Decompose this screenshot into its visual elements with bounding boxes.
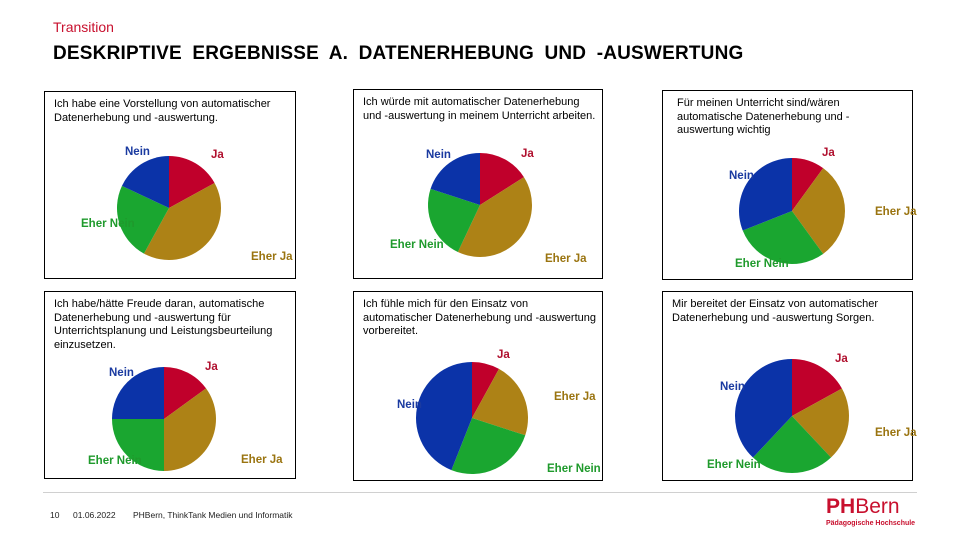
question-text: Mir bereitet der Einsatz von automatisch… bbox=[672, 298, 879, 324]
question-text: Ich habe/hätte Freude daran, automatisch… bbox=[54, 298, 273, 351]
pie-slice-nein bbox=[416, 362, 472, 471]
pie-slice-ja bbox=[792, 359, 842, 416]
footer-date: 01.06.2022 bbox=[73, 510, 116, 520]
pie-slice-eher-nein bbox=[116, 185, 169, 254]
pie-slice-nein bbox=[112, 367, 164, 419]
pie-slice-ja bbox=[169, 156, 215, 208]
pie-label-eher-ja: Eher Ja bbox=[554, 391, 596, 403]
pie-label-nein: Nein bbox=[720, 381, 745, 393]
chart-panel-2: Ich würde mit automatischer Datenerhebun… bbox=[353, 89, 603, 279]
footer-divider bbox=[43, 492, 917, 493]
question-text: Ich fühle mich für den Einsatz von autom… bbox=[363, 298, 596, 337]
pie-slice-eher-ja bbox=[164, 388, 216, 471]
logo-bern: Bern bbox=[855, 495, 900, 518]
pie-slice-eher-nein bbox=[752, 416, 832, 473]
logo-ph: PH bbox=[826, 495, 856, 518]
pie-slice-eher-ja bbox=[792, 388, 849, 458]
footer-source: PHBern, ThinkTank Medien und Informatik bbox=[133, 510, 293, 520]
pie-chart: Ja Eher Ja Eher Nein Nein bbox=[729, 147, 917, 270]
pie-label-eher-ja: Eher Ja bbox=[545, 253, 587, 265]
chart-panel-4: Ich habe/hätte Freude daran, automatisch… bbox=[44, 291, 296, 479]
pie-label-nein: Nein bbox=[729, 170, 754, 182]
pie-label-ja: Ja bbox=[211, 149, 224, 161]
section-kicker: Transition bbox=[53, 19, 114, 35]
pie-slice-ja bbox=[472, 362, 499, 418]
pie-label-ja: Ja bbox=[822, 147, 835, 159]
pie-label-eher-nein: Eher Nein bbox=[735, 258, 789, 270]
pie-slice-nein bbox=[735, 359, 792, 458]
pie-chart: Ja Eher Ja Eher Nein Nein bbox=[397, 349, 601, 475]
pie-label-ja: Ja bbox=[497, 349, 510, 361]
pie-slice-nein bbox=[430, 153, 480, 205]
pie-slice-ja bbox=[480, 153, 524, 205]
pie-slice-nein bbox=[121, 156, 169, 208]
pie-label-eher-ja: Eher Ja bbox=[251, 251, 293, 263]
pie-slice-eher-nein bbox=[742, 211, 824, 264]
pie-label-nein: Nein bbox=[426, 149, 451, 161]
pie-label-ja: Ja bbox=[835, 353, 848, 365]
pie-slice-eher-nein bbox=[428, 188, 480, 253]
chart-panel-1: Ich habe eine Vorstellung von automatisc… bbox=[44, 91, 296, 279]
logo-subtitle: Pädagogische Hochschule bbox=[826, 520, 916, 527]
pie-label-eher-nein: Eher Nein bbox=[547, 463, 601, 475]
question-text: Ich würde mit automatischer Datenerhebun… bbox=[363, 96, 596, 122]
chart-panel-3: Für meinen Unterricht sind/wären automat… bbox=[662, 90, 917, 280]
pie-slice-eher-nein bbox=[451, 418, 526, 474]
pie-label-eher-ja: Eher Ja bbox=[875, 206, 917, 218]
pie-label-nein: Nein bbox=[109, 367, 134, 379]
pie-label-ja: Ja bbox=[521, 148, 534, 160]
page-title: DESKRIPTIVE ERGEBNISSE A. DATENERHEBUNG … bbox=[53, 43, 744, 64]
question-text: Ich habe eine Vorstellung von automatisc… bbox=[54, 98, 271, 124]
pie-chart: Ja Eher Ja Eher Nein Nein bbox=[390, 148, 587, 265]
pie-slice-eher-ja bbox=[792, 168, 845, 254]
chart-panel-6: Mir bereitet der Einsatz von automatisch… bbox=[662, 291, 917, 481]
page-number: 10 bbox=[50, 510, 60, 520]
pie-label-eher-ja: Eher Ja bbox=[241, 454, 283, 466]
pie-label-eher-ja: Eher Ja bbox=[875, 427, 917, 439]
phbern-logo: PHBern Pädagogische Hochschule bbox=[826, 495, 916, 528]
pie-slice-ja bbox=[164, 367, 207, 419]
pie-slice-eher-ja bbox=[143, 182, 222, 260]
pie-slice-ja bbox=[792, 158, 824, 211]
pie-slice-eher-ja bbox=[457, 177, 532, 257]
pie-label-eher-nein: Eher Nein bbox=[81, 218, 135, 230]
pie-chart: Ja Eher Ja Eher Nein Nein bbox=[88, 361, 283, 471]
pie-label-nein: Nein bbox=[397, 399, 422, 411]
question-text: Für meinen Unterricht sind/wären automat… bbox=[677, 97, 850, 136]
pie-slice-eher-nein bbox=[112, 419, 164, 471]
pie-label-eher-nein: Eher Nein bbox=[390, 239, 444, 251]
pie-label-ja: Ja bbox=[205, 361, 218, 373]
pie-slice-eher-ja bbox=[472, 368, 528, 436]
pie-label-nein: Nein bbox=[125, 146, 150, 158]
chart-panel-5: Ich fühle mich für den Einsatz von autom… bbox=[353, 291, 603, 481]
pie-chart: Ja Eher Ja Eher Nein Nein bbox=[707, 353, 917, 473]
pie-label-eher-nein: Eher Nein bbox=[88, 455, 142, 467]
pie-label-eher-nein: Eher Nein bbox=[707, 459, 761, 471]
pie-slice-nein bbox=[739, 158, 792, 231]
pie-chart: Ja Eher Ja Eher Nein Nein bbox=[81, 146, 293, 263]
